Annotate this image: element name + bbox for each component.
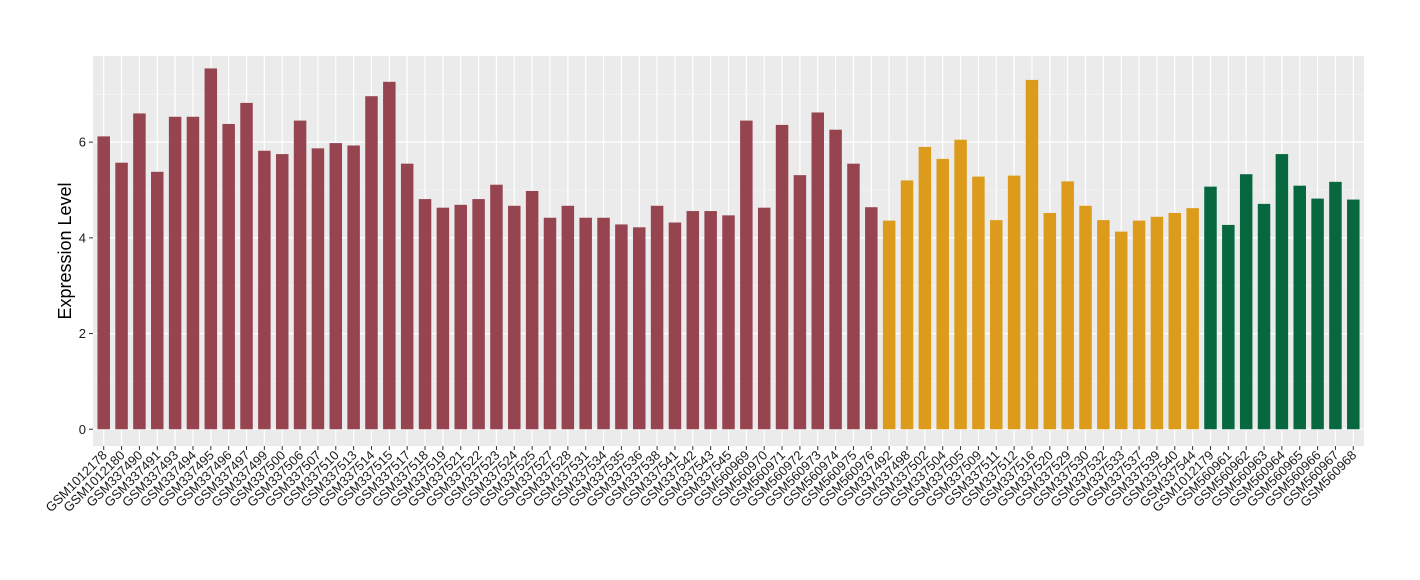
bar-GSM337523: [490, 184, 503, 430]
bar-GSM337510: [329, 143, 343, 430]
bar-GSM337534: [597, 217, 610, 430]
bar-GSM1012178: [97, 136, 110, 430]
bar-GSM337492: [882, 220, 896, 430]
bar-GSM337519: [436, 207, 450, 430]
bar-GSM560963: [1257, 203, 1271, 430]
bar-GSM337524: [508, 205, 521, 430]
bar-GSM337541: [668, 222, 682, 430]
bar-GSM337533: [1114, 231, 1128, 430]
bar-GSM337502: [918, 146, 932, 430]
bar-GSM337495: [204, 68, 218, 430]
bar-GSM560972: [793, 175, 807, 430]
bar-GSM337498: [900, 180, 914, 430]
bar-GSM560968: [1347, 199, 1360, 430]
bar-GSM337525: [525, 190, 539, 430]
bar-GSM560970: [757, 207, 771, 430]
bars: [97, 68, 1360, 430]
bar-GSM337494: [186, 116, 200, 430]
y-tick-label: 0: [79, 422, 86, 437]
bar-GSM337517: [400, 163, 414, 430]
bar-GSM560975: [847, 163, 860, 430]
bar-GSM337490: [133, 113, 146, 430]
y-tick-label: 6: [79, 135, 86, 150]
bar-GSM337527: [543, 217, 557, 430]
bar-GSM337522: [472, 199, 485, 430]
bar-GSM337514: [365, 96, 378, 430]
bar-GSM337520: [1043, 212, 1057, 430]
bar-GSM337545: [722, 215, 735, 430]
bar-GSM337491: [151, 171, 164, 430]
bar-GSM1012179: [1204, 186, 1217, 430]
bar-GSM560974: [829, 129, 842, 430]
bar-GSM560973: [811, 112, 825, 430]
bar-GSM337507: [311, 148, 325, 430]
bar-GSM560969: [740, 120, 753, 430]
bar-GSM337529: [1061, 181, 1074, 430]
y-axis: 0 2 4 6: [79, 135, 93, 437]
bar-GSM337531: [579, 217, 592, 430]
bar-GSM560976: [865, 207, 878, 430]
bar-GSM337506: [293, 120, 307, 430]
bar-GSM337536: [632, 227, 646, 430]
y-tick-label: 4: [79, 230, 86, 245]
bar-GSM560961: [1222, 224, 1235, 430]
bar-GSM337540: [1168, 212, 1182, 430]
bar-GSM337497: [240, 102, 253, 430]
bar-GSM337535: [615, 224, 628, 430]
bar-GSM337537: [1132, 220, 1146, 430]
bar-GSM337538: [650, 205, 664, 430]
bar-GSM337499: [258, 150, 271, 430]
bar-GSM337500: [275, 154, 289, 430]
bar-GSM337511: [990, 220, 1003, 430]
bar-GSM337532: [1097, 220, 1110, 430]
bar-GSM337543: [704, 211, 717, 430]
bar-GSM337505: [954, 139, 967, 430]
bar-GSM337504: [936, 158, 949, 430]
bar-GSM337521: [454, 204, 467, 430]
bar-GSM560964: [1275, 154, 1289, 430]
bar-GSM560966: [1311, 198, 1324, 430]
bar-GSM337512: [1007, 175, 1021, 430]
bar-GSM337516: [1025, 79, 1039, 430]
bar-GSM337542: [686, 211, 700, 430]
bar-GSM337493: [168, 116, 182, 430]
bar-GSM337544: [1186, 208, 1199, 430]
y-axis-title: Expression Level: [55, 182, 75, 319]
bar-GSM337515: [383, 81, 396, 430]
bar-GSM560965: [1293, 185, 1306, 430]
bar-GSM337518: [418, 199, 432, 430]
bar-GSM337539: [1150, 216, 1164, 430]
x-axis: GSM1012178GSM1012180GSM337490GSM337491GS…: [42, 446, 1359, 515]
bar-GSM560962: [1239, 174, 1253, 430]
bar-GSM337496: [222, 123, 235, 430]
bar-GSM337528: [561, 205, 575, 430]
y-tick-label: 2: [79, 326, 86, 341]
bar-GSM337513: [347, 145, 360, 430]
bar-GSM560967: [1329, 181, 1342, 430]
bar-GSM337530: [1079, 205, 1092, 430]
bar-GSM560971: [775, 124, 789, 430]
bar-GSM337509: [972, 176, 985, 430]
bar-GSM1012180: [115, 162, 128, 430]
